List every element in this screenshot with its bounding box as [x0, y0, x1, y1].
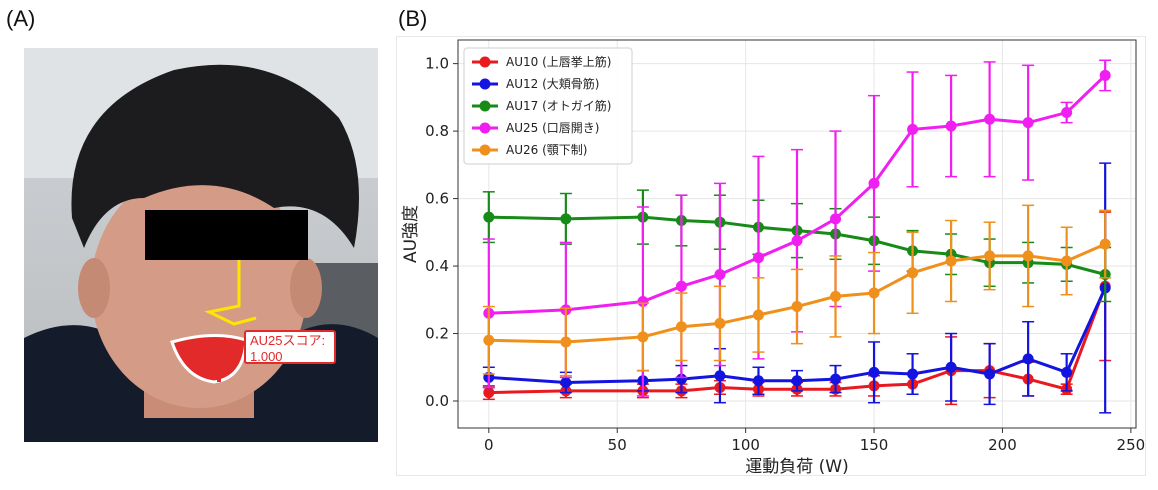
data-point: [714, 317, 726, 329]
data-point: [830, 213, 842, 225]
data-point: [560, 376, 572, 388]
face-illustration: [24, 48, 378, 442]
nose-landmark-line: [204, 260, 257, 326]
data-point: [1099, 238, 1111, 250]
panel-a-label: (A): [6, 6, 36, 31]
axes: 0 50 100 150 200 250 0.0 0.2 0.4 0.6 0.8 1.0: [425, 55, 1145, 454]
legend-swatch-marker: [479, 100, 491, 112]
data-point: [1061, 366, 1073, 378]
data-point: [752, 375, 764, 387]
x-axis-title: 運動負荷 (W): [745, 457, 848, 476]
data-point: [637, 331, 649, 343]
data-point: [483, 387, 495, 399]
data-point: [907, 368, 919, 380]
data-point: [714, 370, 726, 382]
face-photo: AU25スコア: 1.000: [24, 48, 378, 442]
data-point: [675, 321, 687, 333]
data-point: [945, 361, 957, 373]
data-point: [637, 295, 649, 307]
mouth-outline: [170, 333, 248, 384]
data-point: [1022, 250, 1034, 262]
data-point: [752, 252, 764, 264]
eye-censor-bar: [145, 210, 308, 260]
data-point: [791, 235, 803, 247]
data-point: [868, 177, 880, 189]
data-point: [1022, 117, 1034, 129]
data-point: [1061, 107, 1073, 119]
legend-entry: AU17 (オトガイ筋): [506, 98, 611, 113]
data-point: [868, 287, 880, 299]
legend-entry: AU26 (顎下制): [506, 143, 587, 157]
hair: [71, 64, 359, 248]
au25-score-box: AU25スコア: 1.000: [244, 330, 336, 364]
y-tick-label: 0.6: [425, 190, 449, 208]
legend: AU10 (上唇挙上筋) AU12 (大頬骨筋) AU17 (オトガイ筋) AU25 …: [463, 47, 633, 165]
data-point: [714, 268, 726, 280]
series-group: [482, 59, 1112, 414]
x-tick-label: 150: [860, 436, 889, 454]
data-point: [945, 120, 957, 132]
data-point: [791, 375, 803, 387]
data-point: [560, 213, 572, 225]
data-point: [1022, 353, 1034, 365]
data-point: [830, 373, 842, 385]
panel-b-label: (B): [398, 6, 428, 31]
right-ear: [290, 258, 322, 318]
data-point: [675, 280, 687, 292]
au25-score-value: 1.000: [250, 349, 283, 364]
legend-entry: AU12 (大頬骨筋): [506, 76, 599, 91]
series-5: [482, 204, 1112, 377]
y-tick-label: 0.8: [425, 122, 449, 140]
y-tick-label: 0.4: [425, 257, 449, 275]
au-intensity-chart: 0 50 100 150 200 250 0.0 0.2 0.4 0.6 0.8 1.0 AU10 (…: [401, 39, 1145, 476]
y-tick-label: 1.0: [425, 55, 449, 73]
legend-swatch-marker: [479, 122, 491, 134]
legend-box: [463, 47, 633, 165]
data-point: [752, 309, 764, 321]
chart-frame: [396, 36, 1146, 476]
data-point: [560, 336, 572, 348]
x-tick-label: 200: [988, 436, 1017, 454]
data-point: [984, 368, 996, 380]
y-tick-label: 0.2: [425, 325, 449, 343]
data-point: [1061, 255, 1073, 267]
legend-entry: AU10 (上唇挙上筋): [506, 54, 611, 69]
data-point: [791, 301, 803, 313]
legend-swatch-marker: [479, 78, 491, 90]
y-tick-label: 0.0: [425, 392, 449, 410]
x-tick-label: 50: [608, 436, 627, 454]
data-point: [907, 123, 919, 135]
x-tick-label: 250: [1117, 436, 1146, 454]
legend-entry: AU25 (口唇開き): [506, 121, 599, 135]
legend-swatch-marker: [479, 56, 491, 68]
data-point: [868, 366, 880, 378]
data-point: [830, 290, 842, 302]
data-point: [907, 267, 919, 279]
legend-swatch-marker: [479, 144, 491, 156]
plot-area-border: [457, 39, 1137, 429]
data-point: [984, 113, 996, 125]
au25-score-label: AU25スコア:: [250, 333, 326, 348]
x-tick-label: 100: [731, 436, 760, 454]
data-point: [1099, 69, 1111, 81]
data-point: [483, 334, 495, 346]
data-point: [483, 211, 495, 223]
left-ear: [78, 258, 110, 318]
data-point: [984, 250, 996, 262]
x-tick-label: 0: [484, 436, 494, 454]
data-point: [675, 373, 687, 385]
data-point: [945, 255, 957, 267]
y-axis-title: AU強度: [401, 205, 421, 263]
